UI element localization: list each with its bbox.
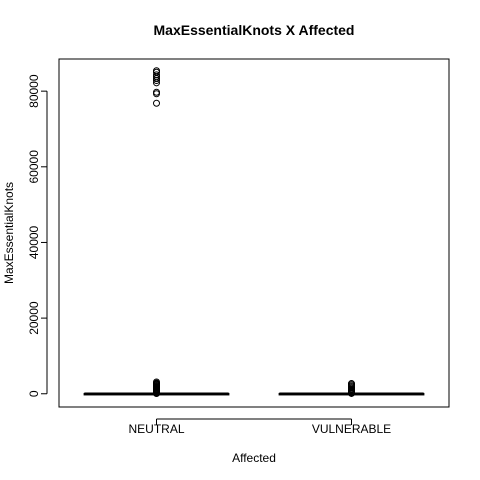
y-tick-label: 40000 bbox=[27, 225, 41, 259]
chart-title: MaxEssentialKnots X Affected bbox=[154, 22, 355, 38]
outlier-point bbox=[153, 77, 160, 85]
outlier-point bbox=[348, 389, 355, 397]
y-axis: 0 20000 40000 60000 80000 bbox=[27, 74, 48, 397]
box-vulnerable bbox=[278, 380, 425, 397]
outlier-point bbox=[153, 99, 160, 107]
y-axis-label: MaxEssentialKnots bbox=[2, 182, 16, 284]
y-tick-label: 60000 bbox=[27, 150, 41, 184]
outlier-point bbox=[153, 75, 160, 83]
box-neutral bbox=[83, 67, 230, 398]
x-axis-label: Affected bbox=[232, 451, 276, 465]
y-tick-label: 20000 bbox=[27, 301, 41, 335]
plot-frame bbox=[58, 58, 450, 408]
y-tick-label: 80000 bbox=[27, 74, 41, 108]
x-axis: NEUTRAL VULNERABLE bbox=[128, 418, 391, 436]
outlier-point bbox=[153, 390, 160, 398]
x-tick-label: NEUTRAL bbox=[128, 422, 184, 436]
y-tick-label: 0 bbox=[27, 390, 41, 397]
outlier-point bbox=[153, 90, 160, 98]
outlier-point bbox=[153, 79, 160, 87]
x-tick-label: VULNERABLE bbox=[312, 422, 391, 436]
boxes bbox=[83, 67, 425, 398]
